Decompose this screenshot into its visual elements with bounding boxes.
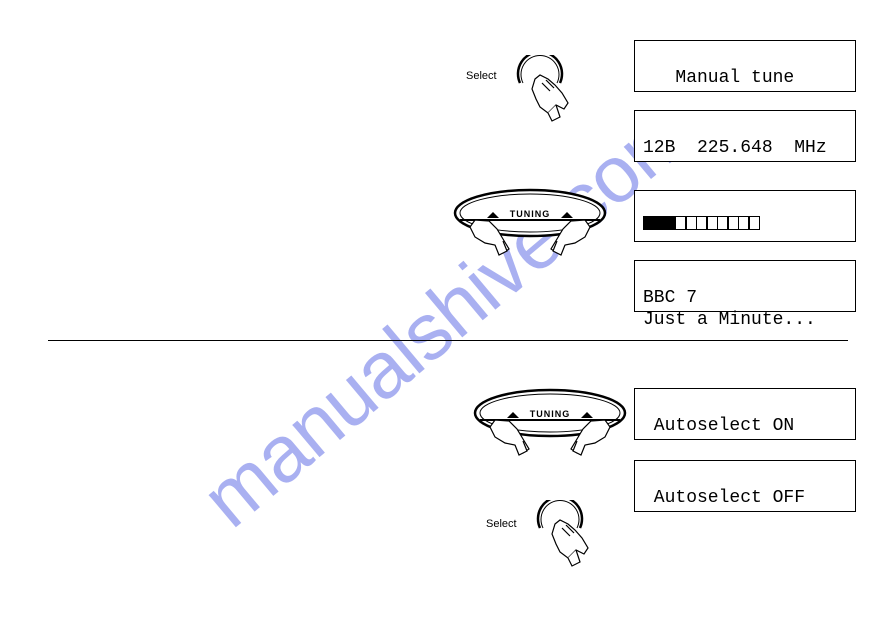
lcd-manual-tune: Manual tune: [634, 40, 856, 92]
lcd-text: [643, 90, 654, 110]
lcd-text: Manual tune: [643, 68, 794, 88]
select-label: Select: [486, 518, 517, 530]
lcd-text: 12B 225.648 MHz: [643, 138, 827, 158]
tuning-control-icon: TUNING: [465, 385, 635, 475]
lcd-frequency: 12B 225.648 MHz: [634, 110, 856, 162]
lcd-text: Autoselect ON: [643, 416, 794, 436]
lcd-signal: 12B 225.648 MHz: [634, 190, 856, 242]
lcd-text: [643, 160, 654, 180]
tuning-control-icon: TUNING: [445, 185, 615, 275]
lcd-text: Just a Minute...: [643, 310, 816, 330]
lcd-autoselect-on: Autoselect ON: [634, 388, 856, 440]
watermark: manualshive.com: [184, 84, 709, 545]
select-button-icon: [500, 55, 590, 130]
lcd-station: BBC 7 Just a Minute...: [634, 260, 856, 312]
lcd-text: BBC 7: [643, 288, 697, 308]
divider-line: [48, 340, 848, 341]
tuning-label: TUNING: [510, 209, 551, 219]
lcd-autoselect-off: Autoselect OFF: [634, 460, 856, 512]
select-button-icon: [520, 500, 610, 575]
tuning-label: TUNING: [530, 409, 571, 419]
lcd-text: Autoselect OFF: [643, 488, 805, 508]
lcd-text: [643, 438, 654, 458]
select-label: Select: [466, 70, 497, 82]
signal-strength-meter: [643, 217, 759, 237]
lcd-text: [643, 510, 654, 530]
